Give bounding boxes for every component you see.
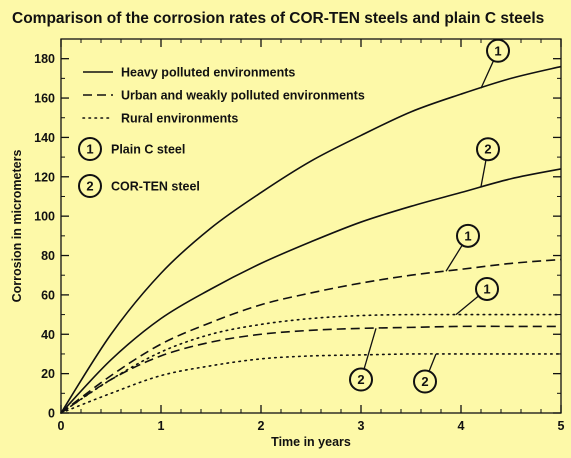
y-tick-label: 80	[41, 249, 55, 263]
y-tick-label: 60	[41, 288, 55, 302]
legend-label-dotted: Rural environments	[121, 112, 238, 126]
y-tick-label: 160	[34, 92, 55, 106]
x-tick-label: 1	[158, 419, 165, 433]
marker-circle	[78, 137, 102, 161]
annotation-leader	[455, 295, 479, 316]
y-tick-label: 140	[34, 131, 55, 145]
marker-number: 2	[357, 372, 364, 387]
annotation-marker-2: 2	[476, 137, 500, 162]
legend-label-solid: Heavy polluted environments	[121, 66, 295, 80]
annotation-layer: 1 2 1 1 2 2	[349, 38, 510, 394]
plot-frame	[60, 38, 562, 414]
series-layer	[60, 65, 562, 414]
annotation-marker-1: 1	[486, 38, 510, 63]
legend-marker-1: 1	[78, 137, 102, 161]
chart-title: Comparison of the corrosion rates of COR…	[12, 10, 544, 27]
series-line-dotted-steel-2	[60, 353, 562, 414]
marker-number: 2	[421, 374, 428, 389]
x-axis: 0 1 2 3 4 5	[58, 39, 565, 433]
annotation-marker-2: 2	[349, 367, 373, 392]
annotation-marker-2: 2	[413, 369, 437, 394]
x-tick-label: 5	[558, 419, 565, 433]
marker-number: 1	[494, 43, 501, 58]
legend: Heavy polluted environments Urban and wea…	[78, 66, 365, 198]
marker-circle	[456, 223, 480, 248]
series-line-solid-steel-2	[60, 168, 562, 414]
marker-circle	[349, 367, 373, 392]
marker-number: 1	[483, 281, 490, 296]
legend-label-steel-2: COR-TEN steel	[111, 180, 200, 194]
annotation-leader	[428, 353, 437, 372]
plot-area: 0 1 2 3 4 5 0 20 40 60 80 100 120 140 160 180 1 2 1 1 2 2	[34, 38, 565, 433]
marker-number: 1	[464, 228, 471, 243]
annotation-leader	[480, 60, 495, 89]
x-tick-label: 0	[58, 419, 65, 433]
legend-marker-2: 2	[78, 174, 102, 198]
marker-circle	[413, 369, 437, 394]
legend-label-dashed: Urban and weakly polluted environments	[121, 89, 365, 103]
series-line-dotted-steel-1	[60, 313, 562, 414]
annotation-leader	[363, 328, 377, 370]
annotation-leader	[445, 244, 463, 272]
y-tick-label: 20	[41, 367, 55, 381]
marker-number: 2	[484, 142, 491, 157]
marker-circle	[476, 137, 500, 162]
x-tick-label: 3	[358, 419, 365, 433]
marker-number: 2	[86, 179, 93, 194]
x-tick-label: 2	[258, 419, 265, 433]
legend-label-steel-1: Plain C steel	[111, 143, 185, 157]
marker-circle	[78, 174, 102, 198]
y-tick-label: 0	[48, 407, 55, 421]
y-axis-label: Corrosion in micrometers	[10, 150, 24, 303]
marker-circle	[486, 38, 510, 63]
y-tick-label: 100	[34, 210, 55, 224]
marker-number: 1	[86, 142, 93, 157]
series-line-solid-steel-1	[60, 65, 562, 414]
annotation-marker-1: 1	[456, 223, 480, 248]
series-line-dashed-steel-1	[60, 258, 562, 414]
annotation-marker-1: 1	[475, 276, 499, 301]
x-axis-label: Time in years	[271, 435, 351, 449]
x-tick-label: 4	[458, 419, 465, 433]
y-axis: 0 20 40 60 80 100 120 140 160 180	[34, 38, 561, 421]
annotation-leader	[480, 159, 487, 187]
series-line-dashed-steel-2	[60, 325, 561, 414]
marker-circle	[475, 276, 499, 301]
y-tick-label: 120	[34, 170, 55, 184]
y-tick-label: 40	[41, 328, 55, 342]
y-tick-label: 180	[34, 52, 55, 66]
